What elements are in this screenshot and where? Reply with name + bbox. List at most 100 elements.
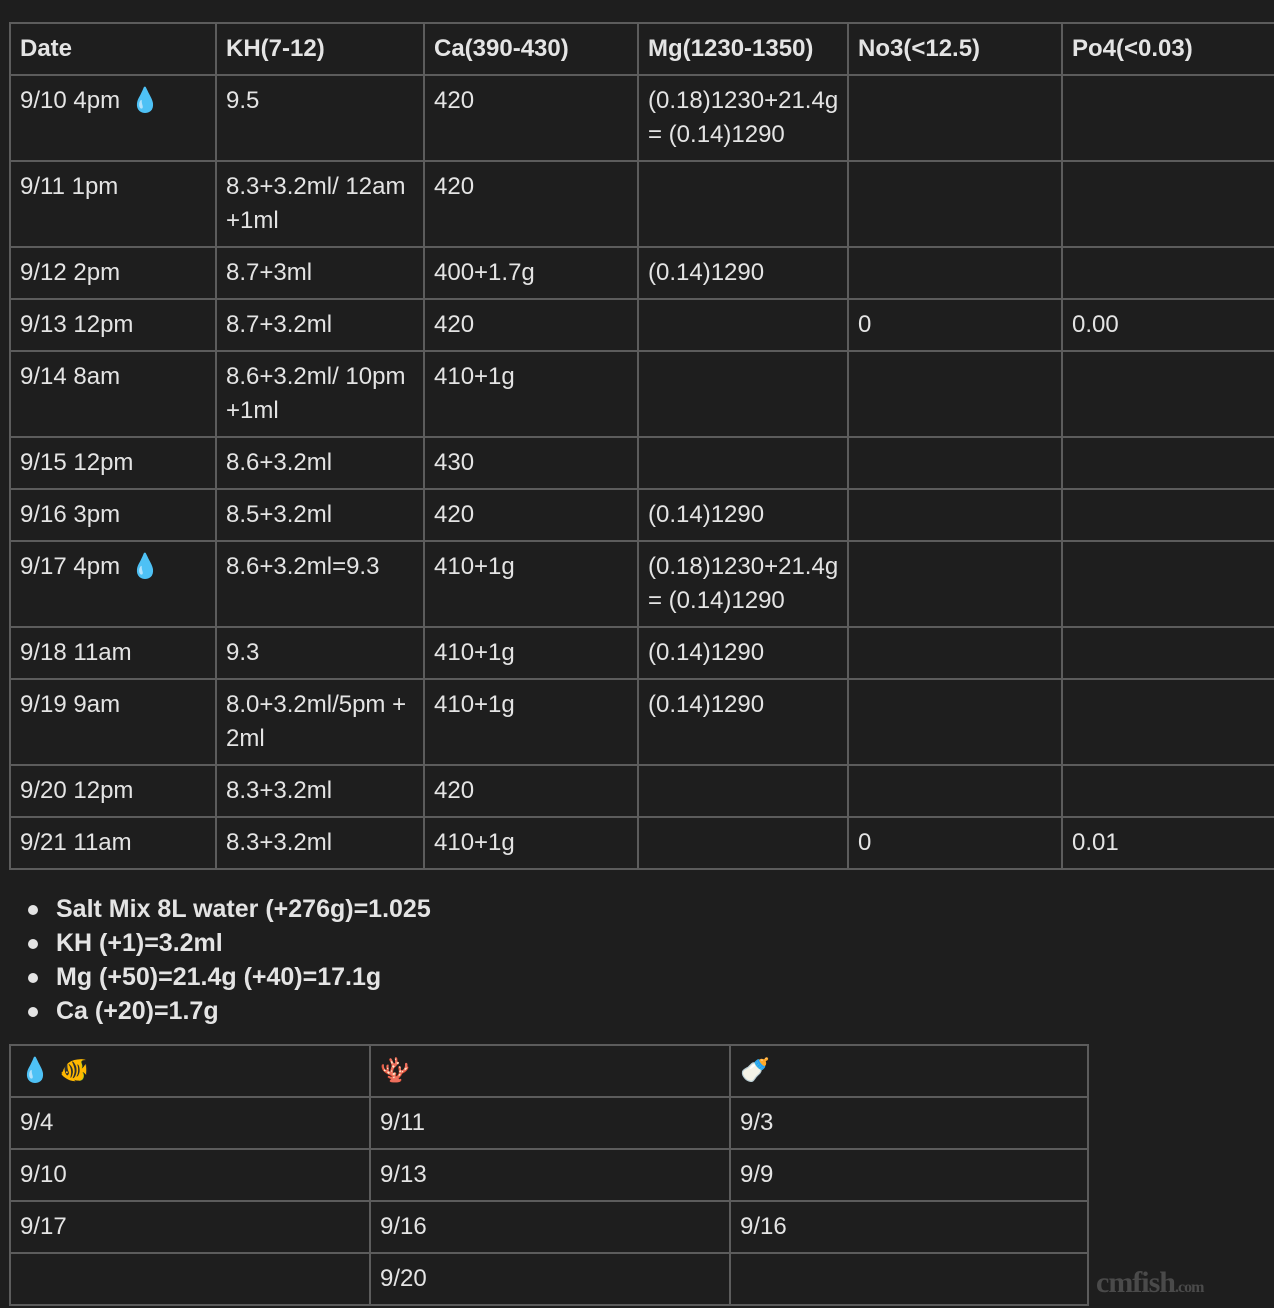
header-date: Date xyxy=(9,22,217,76)
list-item: Mg (+50)=21.4g (+40)=17.1g xyxy=(26,960,431,994)
schedule-date-cell xyxy=(729,1252,1089,1306)
kh-value: 9.5 xyxy=(226,87,260,114)
date-value: 9/10 4pm xyxy=(20,87,121,114)
ca-value: 400+1.7g xyxy=(434,259,535,286)
table-header-row: Date KH(7-12) Ca(390-430) Mg(1230-1350) … xyxy=(9,22,1274,76)
cell-no3 xyxy=(847,436,1063,490)
cell-mg xyxy=(637,436,849,490)
kh-value: 8.3+3.2ml xyxy=(226,829,333,856)
date-value: 9/16 3pm xyxy=(20,501,121,528)
po4-value: 0.01 xyxy=(1072,829,1119,856)
cell-kh: 8.5+3.2ml xyxy=(215,488,425,542)
cell-mg xyxy=(637,816,849,870)
cell-date: 9/10 4pm 💧 xyxy=(9,74,217,162)
date-value: 9/18 11am xyxy=(20,639,132,666)
schedule-date-cell: 9/10 xyxy=(9,1148,371,1202)
cell-ca: 410+1g xyxy=(423,678,639,766)
mg-value: (0.18)1230+21.4g= (0.14)1290 xyxy=(648,87,839,148)
cell-ca: 420 xyxy=(423,74,639,162)
cell-kh: 9.5 xyxy=(215,74,425,162)
cell-ca: 420 xyxy=(423,488,639,542)
header-kh: KH(7-12) xyxy=(215,22,425,76)
cell-mg xyxy=(637,764,849,818)
header-mg: Mg(1230-1350) xyxy=(637,22,849,76)
water-drop-icon: 💧 xyxy=(130,87,160,114)
table-row: 9/16 3pm 8.5+3.2ml 420 (0.14)1290 xyxy=(9,488,1274,542)
kh-value: 8.5+3.2ml xyxy=(226,501,333,528)
schedule-date-cell: 9/3 xyxy=(729,1096,1089,1150)
cell-kh: 8.6+3.2ml xyxy=(215,436,425,490)
kh-value: 8.3+3.2ml/ 12am+1ml xyxy=(226,173,406,234)
table-row: 9/14 8am 8.6+3.2ml/ 10pm+1ml 410+1g xyxy=(9,350,1274,438)
table-header-row: 💧 🐠 🪸 🍼 xyxy=(9,1044,1089,1098)
date-value: 9/21 11am xyxy=(20,829,132,856)
cell-date: 9/15 12pm xyxy=(9,436,217,490)
cell-po4 xyxy=(1061,74,1274,162)
cell-date: 9/13 12pm xyxy=(9,298,217,352)
ca-value: 420 xyxy=(434,501,475,528)
list-item: Salt Mix 8L water (+276g)=1.025 xyxy=(26,892,431,926)
kh-value: 8.6+3.2ml xyxy=(226,449,333,476)
cell-kh: 8.6+3.2ml=9.3 xyxy=(215,540,425,628)
cell-no3 xyxy=(847,488,1063,542)
cell-po4 xyxy=(1061,678,1274,766)
cell-mg: (0.14)1290 xyxy=(637,488,849,542)
schedule-date-cell: 9/20 xyxy=(369,1252,731,1306)
date-value: 9/12 2pm xyxy=(20,259,121,286)
cell-mg xyxy=(637,298,849,352)
schedule-date-cell: 9/4 xyxy=(9,1096,371,1150)
no3-value: 0 xyxy=(858,829,872,856)
schedule-header-cell: 🪸 xyxy=(369,1044,731,1098)
schedule-date-cell: 9/9 xyxy=(729,1148,1089,1202)
kh-value: 8.3+3.2ml xyxy=(226,777,333,804)
cell-kh: 9.3 xyxy=(215,626,425,680)
cell-kh: 8.3+3.2ml xyxy=(215,816,425,870)
schedule-header-cell: 💧 🐠 xyxy=(9,1044,371,1098)
cell-no3: 0 xyxy=(847,298,1063,352)
cell-date: 9/11 1pm xyxy=(9,160,217,248)
cell-ca: 410+1g xyxy=(423,626,639,680)
ca-value: 430 xyxy=(434,449,475,476)
list-item: KH (+1)=3.2ml xyxy=(26,926,431,960)
cell-ca: 410+1g xyxy=(423,540,639,628)
cell-no3 xyxy=(847,764,1063,818)
table-row: 9/18 11am 9.3 410+1g (0.14)1290 xyxy=(9,626,1274,680)
cell-ca: 410+1g xyxy=(423,816,639,870)
watermark-logo: cmfish.com xyxy=(1096,1266,1204,1299)
cell-date: 9/18 11am xyxy=(9,626,217,680)
cell-mg: (0.18)1230+21.4g= (0.14)1290 xyxy=(637,540,849,628)
cell-mg xyxy=(637,350,849,438)
cell-po4 xyxy=(1061,246,1274,300)
cell-ca: 420 xyxy=(423,764,639,818)
table-row: 9/10 4pm 💧 9.5 420 (0.18)1230+21.4g= (0.14)1… xyxy=(9,74,1274,162)
header-ca: Ca(390-430) xyxy=(423,22,639,76)
cell-date: 9/17 4pm 💧 xyxy=(9,540,217,628)
cell-kh: 8.0+3.2ml/5pm +2ml xyxy=(215,678,425,766)
cell-ca: 400+1.7g xyxy=(423,246,639,300)
kh-value: 8.7+3.2ml xyxy=(226,311,333,338)
maintenance-schedule-table: 💧 🐠 🪸 🍼 9/4 9/11 9/3 9/10 9/13 9/9 9/17 9/16 9/16 9/… xyxy=(9,1044,1089,1306)
table-row: 9/17 9/16 9/16 xyxy=(9,1200,1089,1254)
cell-po4 xyxy=(1061,160,1274,248)
cell-mg: (0.18)1230+21.4g= (0.14)1290 xyxy=(637,74,849,162)
table-row: 9/19 9am 8.0+3.2ml/5pm +2ml 410+1g (0.14)12… xyxy=(9,678,1274,766)
cell-date: 9/12 2pm xyxy=(9,246,217,300)
table-row: 9/21 11am 8.3+3.2ml 410+1g 0 0.01 xyxy=(9,816,1274,870)
cell-no3 xyxy=(847,350,1063,438)
schedule-date-cell xyxy=(9,1252,371,1306)
cell-mg: (0.14)1290 xyxy=(637,626,849,680)
schedule-header-cell: 🍼 xyxy=(729,1044,1089,1098)
header-no3: No3(<12.5) xyxy=(847,22,1063,76)
cell-ca: 430 xyxy=(423,436,639,490)
table-row: 9/12 2pm 8.7+3ml 400+1.7g (0.14)1290 xyxy=(9,246,1274,300)
ca-value: 420 xyxy=(434,777,475,804)
cell-po4 xyxy=(1061,350,1274,438)
schedule-date-cell: 9/16 xyxy=(729,1200,1089,1254)
cell-date: 9/21 11am xyxy=(9,816,217,870)
mg-value: (0.18)1230+21.4g= (0.14)1290 xyxy=(648,553,839,614)
cell-po4 xyxy=(1061,540,1274,628)
dosing-notes-list: Salt Mix 8L water (+276g)=1.025 KH (+1)=… xyxy=(26,892,431,1028)
cell-no3 xyxy=(847,246,1063,300)
date-value: 9/20 12pm xyxy=(20,777,134,804)
ca-value: 420 xyxy=(434,311,475,338)
